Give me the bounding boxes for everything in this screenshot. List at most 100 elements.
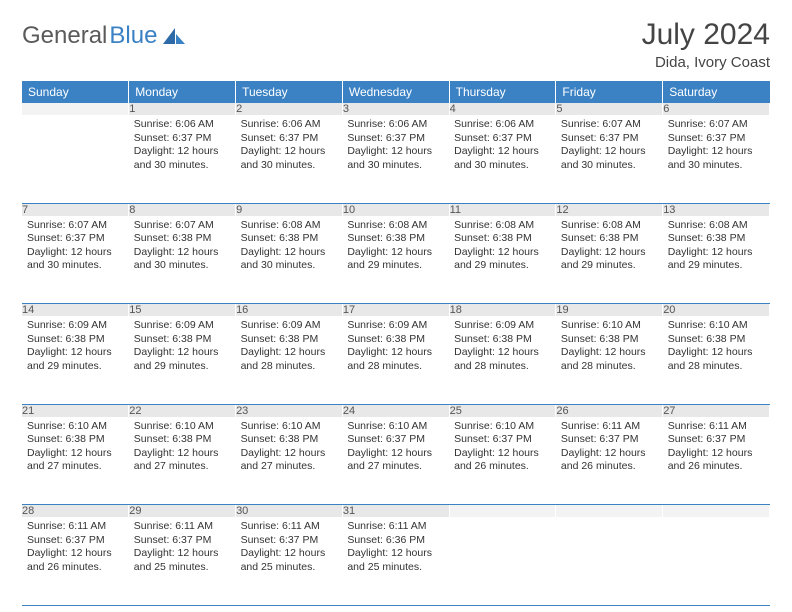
daylight-text: Daylight: 12 hours and 29 minutes. (27, 346, 124, 373)
sunrise-text: Sunrise: 6:06 AM (241, 118, 338, 132)
sunset-text: Sunset: 6:37 PM (241, 132, 338, 146)
day-number: 11 (449, 203, 556, 216)
day-details: Sunrise: 6:11 AMSunset: 6:37 PMDaylight:… (236, 517, 343, 580)
day-details: Sunrise: 6:10 AMSunset: 6:38 PMDaylight:… (129, 417, 236, 480)
day-details: Sunrise: 6:08 AMSunset: 6:38 PMDaylight:… (449, 216, 556, 279)
day-details: Sunrise: 6:11 AMSunset: 6:37 PMDaylight:… (663, 417, 770, 480)
sunrise-text: Sunrise: 6:09 AM (347, 319, 444, 333)
daylight-text: Daylight: 12 hours and 28 minutes. (347, 346, 444, 373)
sunrise-text: Sunrise: 6:09 AM (241, 319, 338, 333)
day-number: 26 (556, 404, 663, 417)
sunset-text: Sunset: 6:38 PM (241, 333, 338, 347)
day-details: Sunrise: 6:10 AMSunset: 6:38 PMDaylight:… (663, 316, 770, 379)
day-header: Thursday (449, 81, 556, 103)
sunrise-text: Sunrise: 6:11 AM (347, 520, 444, 534)
day-number: 17 (342, 304, 449, 317)
day-details: Sunrise: 6:10 AMSunset: 6:38 PMDaylight:… (556, 316, 663, 379)
day-header: Friday (556, 81, 663, 103)
sunset-text: Sunset: 6:38 PM (668, 232, 765, 246)
sunset-text: Sunset: 6:38 PM (454, 333, 551, 347)
sunrise-text: Sunrise: 6:06 AM (134, 118, 231, 132)
daylight-text: Daylight: 12 hours and 27 minutes. (347, 447, 444, 474)
location: Dida, Ivory Coast (642, 54, 770, 71)
day-number (22, 103, 129, 115)
day-details: Sunrise: 6:09 AMSunset: 6:38 PMDaylight:… (236, 316, 343, 379)
sunrise-text: Sunrise: 6:10 AM (454, 420, 551, 434)
month-title: July 2024 (642, 18, 770, 52)
day-number: 7 (22, 203, 129, 216)
daynum-row: 78910111213 (22, 203, 770, 216)
daylight-text: Daylight: 12 hours and 27 minutes. (134, 447, 231, 474)
week-row: Sunrise: 6:11 AMSunset: 6:37 PMDaylight:… (22, 517, 770, 605)
sunrise-text: Sunrise: 6:10 AM (27, 420, 124, 434)
sunrise-text: Sunrise: 6:08 AM (561, 219, 658, 233)
calendar-table: Sunday Monday Tuesday Wednesday Thursday… (22, 81, 770, 606)
sunset-text: Sunset: 6:38 PM (561, 232, 658, 246)
sunset-text: Sunset: 6:37 PM (454, 433, 551, 447)
day-number: 19 (556, 304, 663, 317)
day-cell: Sunrise: 6:07 AMSunset: 6:37 PMDaylight:… (22, 216, 129, 304)
sunrise-text: Sunrise: 6:10 AM (668, 319, 765, 333)
day-cell: Sunrise: 6:07 AMSunset: 6:37 PMDaylight:… (556, 115, 663, 203)
day-cell: Sunrise: 6:09 AMSunset: 6:38 PMDaylight:… (236, 316, 343, 404)
day-details: Sunrise: 6:07 AMSunset: 6:37 PMDaylight:… (556, 115, 663, 178)
daylight-text: Daylight: 12 hours and 28 minutes. (241, 346, 338, 373)
sunset-text: Sunset: 6:37 PM (668, 433, 765, 447)
day-number: 8 (129, 203, 236, 216)
sunrise-text: Sunrise: 6:07 AM (668, 118, 765, 132)
day-number: 6 (663, 103, 770, 115)
logo: GeneralBlue (22, 18, 187, 50)
day-details: Sunrise: 6:09 AMSunset: 6:38 PMDaylight:… (129, 316, 236, 379)
sunset-text: Sunset: 6:38 PM (134, 333, 231, 347)
sunset-text: Sunset: 6:37 PM (134, 534, 231, 548)
day-details: Sunrise: 6:07 AMSunset: 6:37 PMDaylight:… (22, 216, 129, 279)
day-number: 18 (449, 304, 556, 317)
day-cell: Sunrise: 6:09 AMSunset: 6:38 PMDaylight:… (449, 316, 556, 404)
day-number: 3 (342, 103, 449, 115)
day-cell: Sunrise: 6:09 AMSunset: 6:38 PMDaylight:… (22, 316, 129, 404)
day-header: Tuesday (236, 81, 343, 103)
sunset-text: Sunset: 6:38 PM (134, 433, 231, 447)
day-number: 12 (556, 203, 663, 216)
day-number: 1 (129, 103, 236, 115)
day-cell: Sunrise: 6:11 AMSunset: 6:37 PMDaylight:… (236, 517, 343, 605)
sunset-text: Sunset: 6:38 PM (347, 333, 444, 347)
day-details: Sunrise: 6:10 AMSunset: 6:37 PMDaylight:… (342, 417, 449, 480)
sunset-text: Sunset: 6:37 PM (27, 534, 124, 548)
sunset-text: Sunset: 6:37 PM (561, 433, 658, 447)
daylight-text: Daylight: 12 hours and 26 minutes. (454, 447, 551, 474)
sunrise-text: Sunrise: 6:09 AM (134, 319, 231, 333)
day-number: 30 (236, 505, 343, 518)
sunset-text: Sunset: 6:37 PM (561, 132, 658, 146)
day-number: 10 (342, 203, 449, 216)
daylight-text: Daylight: 12 hours and 29 minutes. (347, 246, 444, 273)
sunset-text: Sunset: 6:38 PM (561, 333, 658, 347)
sunset-text: Sunset: 6:37 PM (241, 534, 338, 548)
day-details: Sunrise: 6:09 AMSunset: 6:38 PMDaylight:… (449, 316, 556, 379)
daynum-row: 123456 (22, 103, 770, 115)
daylight-text: Daylight: 12 hours and 30 minutes. (561, 145, 658, 172)
sunrise-text: Sunrise: 6:07 AM (561, 118, 658, 132)
daylight-text: Daylight: 12 hours and 30 minutes. (241, 145, 338, 172)
day-details: Sunrise: 6:08 AMSunset: 6:38 PMDaylight:… (236, 216, 343, 279)
day-number: 21 (22, 404, 129, 417)
sunset-text: Sunset: 6:37 PM (27, 232, 124, 246)
sunset-text: Sunset: 6:37 PM (134, 132, 231, 146)
day-cell: Sunrise: 6:10 AMSunset: 6:38 PMDaylight:… (236, 417, 343, 505)
day-details: Sunrise: 6:10 AMSunset: 6:38 PMDaylight:… (236, 417, 343, 480)
day-number: 13 (663, 203, 770, 216)
sunrise-text: Sunrise: 6:10 AM (347, 420, 444, 434)
daylight-text: Daylight: 12 hours and 29 minutes. (561, 246, 658, 273)
day-cell: Sunrise: 6:10 AMSunset: 6:38 PMDaylight:… (663, 316, 770, 404)
day-cell: Sunrise: 6:08 AMSunset: 6:38 PMDaylight:… (663, 216, 770, 304)
day-cell (449, 517, 556, 605)
day-cell: Sunrise: 6:08 AMSunset: 6:38 PMDaylight:… (449, 216, 556, 304)
day-cell: Sunrise: 6:06 AMSunset: 6:37 PMDaylight:… (236, 115, 343, 203)
day-cell: Sunrise: 6:08 AMSunset: 6:38 PMDaylight:… (236, 216, 343, 304)
day-details: Sunrise: 6:09 AMSunset: 6:38 PMDaylight:… (22, 316, 129, 379)
logo-word1: General (22, 22, 107, 50)
sunrise-text: Sunrise: 6:11 AM (561, 420, 658, 434)
day-details: Sunrise: 6:08 AMSunset: 6:38 PMDaylight:… (663, 216, 770, 279)
daylight-text: Daylight: 12 hours and 30 minutes. (347, 145, 444, 172)
day-cell (663, 517, 770, 605)
